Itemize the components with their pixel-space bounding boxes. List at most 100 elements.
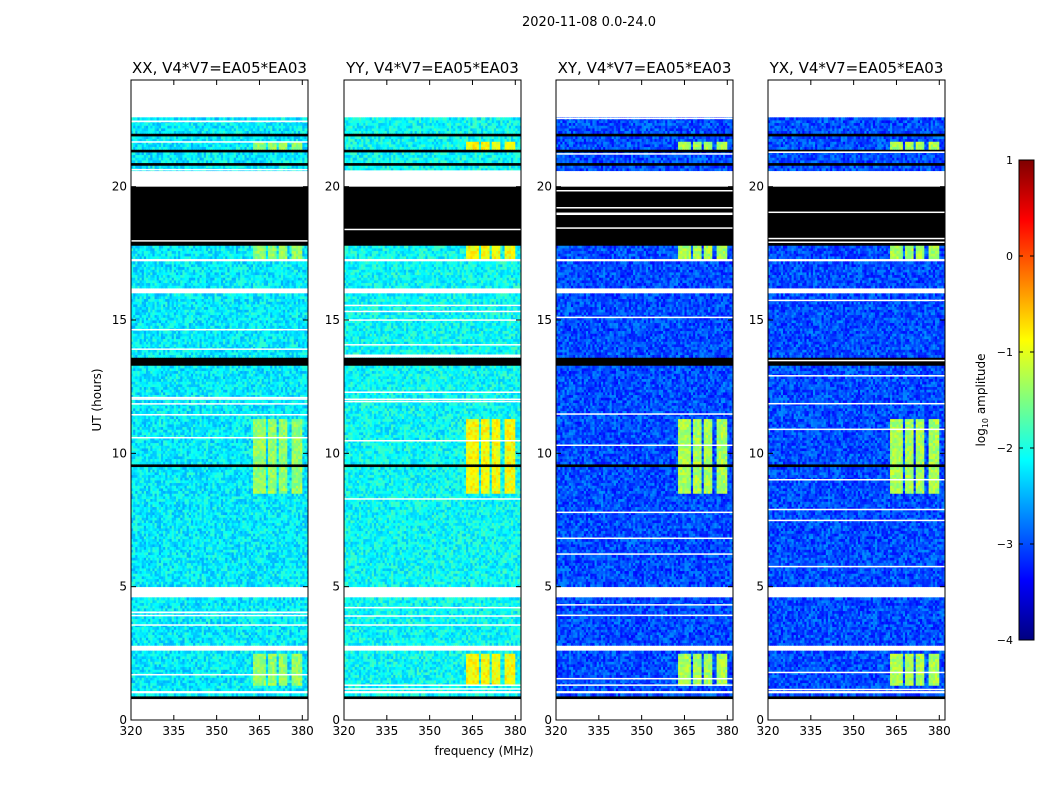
- heatmap-cell: [216, 640, 220, 644]
- heatmap-cell: [167, 616, 170, 620]
- heatmap-cell: [248, 597, 252, 601]
- heatmap-cell: [270, 650, 273, 654]
- heatmap-cell: [257, 637, 260, 641]
- heatmap-cell: [214, 576, 218, 580]
- heatmap-cell: [141, 672, 145, 676]
- heatmap-cell: [302, 578, 305, 582]
- heatmap-cell: [137, 570, 140, 574]
- heatmap-cell: [227, 680, 230, 684]
- heatmap-cell: [242, 688, 245, 692]
- heatmap-cell: [158, 664, 162, 668]
- heatmap-cell: [242, 554, 245, 558]
- heatmap-cell: [135, 618, 138, 622]
- heatmap-cell: [145, 578, 149, 582]
- heatmap-cell: [214, 618, 218, 622]
- heatmap-cell: [175, 661, 179, 665]
- heatmap-cell: [268, 560, 271, 564]
- heatmap-cell: [195, 674, 198, 678]
- heatmap-cell: [208, 568, 211, 572]
- heatmap-cell: [306, 629, 308, 633]
- heatmap-cell: [141, 608, 145, 612]
- heatmap-cell: [182, 664, 185, 668]
- heatmap-cell: [244, 562, 248, 566]
- heatmap-cell: [167, 632, 170, 636]
- heatmap-cell: [223, 597, 226, 601]
- heatmap-cell: [156, 573, 160, 577]
- heatmap-cell: [272, 549, 275, 553]
- heatmap-cell: [302, 656, 305, 660]
- heatmap-cell: [231, 546, 235, 550]
- heatmap-cell: [214, 549, 218, 553]
- heatmap-cell: [250, 685, 254, 689]
- heatmap-cell: [291, 570, 295, 574]
- heatmap-cell: [133, 688, 136, 692]
- heatmap-cell: [257, 602, 260, 606]
- heatmap-cell: [242, 608, 245, 612]
- heatmap-cell: [240, 637, 243, 641]
- heatmap-cell: [152, 680, 155, 684]
- heatmap-cell: [203, 632, 207, 636]
- heatmap-cell: [278, 552, 282, 556]
- heatmap-cell: [167, 605, 170, 609]
- heatmap-cell: [289, 640, 292, 644]
- heatmap-cell: [295, 688, 299, 692]
- heatmap-cell: [156, 618, 160, 622]
- heatmap-cell: [137, 541, 140, 545]
- heatmap-cell: [240, 568, 243, 572]
- heatmap-cell: [265, 632, 269, 636]
- heatmap-cell: [223, 637, 226, 641]
- heatmap-cell: [208, 538, 211, 542]
- heatmap-cell: [171, 637, 175, 641]
- heatmap-cell: [208, 618, 211, 622]
- heatmap-cell: [199, 626, 203, 630]
- heatmap-cell: [246, 653, 250, 657]
- heatmap-cell: [261, 632, 265, 636]
- heatmap-cell: [216, 626, 220, 630]
- heatmap-cell: [143, 626, 147, 630]
- heatmap-cell: [287, 544, 290, 548]
- heatmap-cell: [291, 546, 295, 550]
- heatmap-cell: [285, 562, 288, 566]
- heatmap-cell: [131, 578, 134, 582]
- heatmap-cell: [225, 570, 228, 574]
- heatmap-cell: [145, 549, 149, 553]
- heatmap-cell: [302, 650, 305, 654]
- heatmap-cell: [186, 605, 190, 609]
- heatmap-cell: [274, 616, 277, 620]
- heatmap-cell: [167, 549, 170, 553]
- heatmap-cell: [212, 677, 215, 681]
- heatmap-cell: [208, 621, 211, 625]
- heatmap-cell: [148, 653, 151, 657]
- heatmap-cell: [184, 602, 188, 606]
- heatmap-cell: [171, 688, 175, 692]
- heatmap-cell: [287, 565, 290, 569]
- heatmap-cell: [289, 674, 292, 678]
- heatmap-cell: [195, 570, 198, 574]
- heatmap-cell: [298, 576, 301, 580]
- heatmap-cell: [302, 549, 305, 553]
- heatmap-cell: [306, 642, 308, 646]
- heatmap-cell: [261, 600, 265, 604]
- heatmap-cell: [216, 680, 220, 684]
- heatmap-cell: [178, 634, 181, 638]
- heatmap-cell: [298, 597, 301, 601]
- heatmap-cell: [216, 658, 220, 662]
- heatmap-cell: [263, 669, 267, 673]
- heatmap-cell: [248, 680, 252, 684]
- heatmap-cell: [131, 538, 134, 542]
- heatmap-cell: [184, 562, 188, 566]
- heatmap-cell: [178, 669, 181, 673]
- heatmap-cell: [274, 693, 277, 697]
- heatmap-cell: [156, 650, 160, 654]
- heatmap-cell: [250, 608, 254, 612]
- heatmap-cell: [295, 632, 299, 636]
- heatmap-cell: [270, 632, 273, 636]
- heatmap-cell: [263, 584, 267, 588]
- heatmap-cell: [280, 602, 284, 606]
- heatmap-cell: [139, 576, 143, 580]
- heatmap-cell: [270, 605, 273, 609]
- heatmap-cell: [208, 637, 211, 641]
- heatmap-cell: [306, 685, 308, 689]
- heatmap-cell: [163, 560, 166, 564]
- heatmap-cell: [201, 669, 205, 673]
